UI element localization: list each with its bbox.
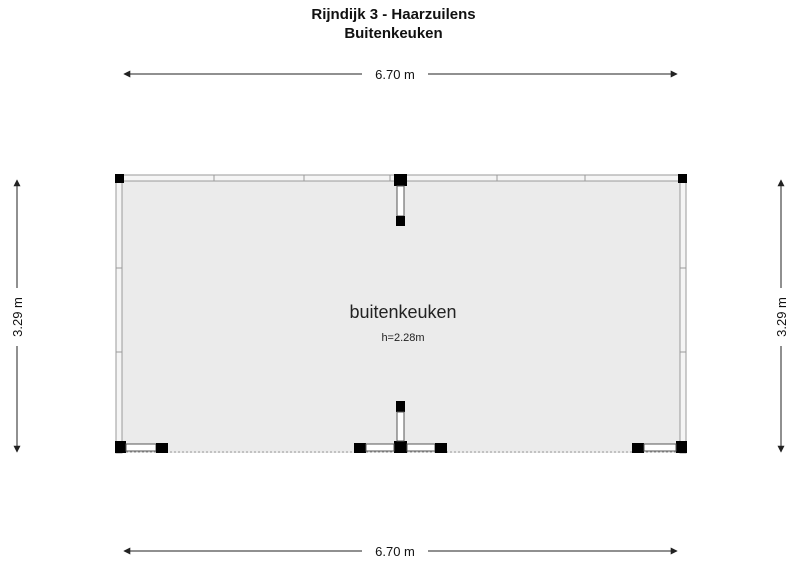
left-dimension: 3.29 m (10, 180, 25, 452)
center-top-stub (396, 186, 405, 226)
right-dimension: 3.29 m (774, 180, 787, 452)
left-wall (116, 175, 122, 453)
right-dimension-label: 3.29 m (774, 297, 787, 337)
bottom-right-stub (632, 443, 676, 453)
left-dimension-label: 3.29 m (10, 297, 25, 337)
bottom-left-stub (126, 443, 168, 453)
column-bottom-center (394, 441, 407, 453)
room-name: buitenkeuken (349, 302, 456, 322)
bottom-dimension: 6.70 m (124, 544, 677, 559)
right-wall (680, 175, 686, 453)
column-top-center (394, 174, 407, 186)
column-bottom-right (676, 441, 687, 453)
column-top-right (678, 174, 687, 183)
bottom-dimension-label: 6.70 m (375, 544, 415, 559)
column-bottom-left (115, 441, 126, 453)
top-dimension-label: 6.70 m (375, 67, 415, 82)
room-height: h=2.28m (381, 332, 424, 344)
column-top-left (115, 174, 124, 183)
top-dimension: 6.70 m (124, 67, 677, 82)
